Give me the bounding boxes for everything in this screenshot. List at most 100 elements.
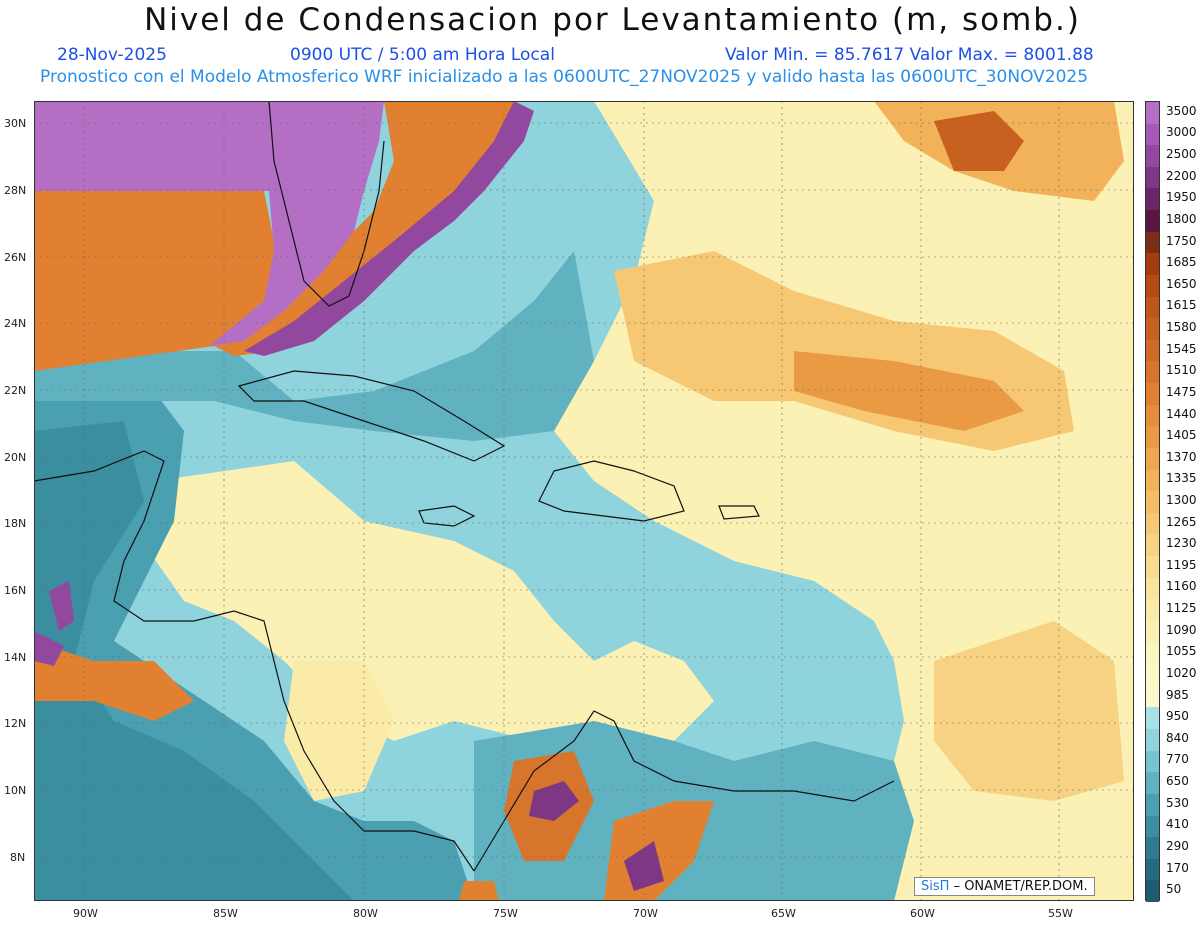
lat-label-30n: 30N [4, 117, 27, 130]
colorbar-swatch [1146, 642, 1159, 665]
colorbar-label: 1335 [1166, 471, 1197, 486]
colorbar-swatch [1146, 707, 1159, 730]
colorbar-swatch [1146, 210, 1159, 233]
lat-label-28n: 28N [4, 184, 27, 197]
colorbar-label: 1510 [1166, 363, 1197, 378]
colorbar-swatch [1146, 339, 1159, 362]
colorbar-swatch [1146, 253, 1159, 276]
colorbar-label: 410 [1166, 817, 1189, 832]
colorbar-label: 1440 [1166, 406, 1197, 421]
colorbar-label: 1475 [1166, 384, 1197, 399]
colorbar-label: 1370 [1166, 449, 1197, 464]
colorbar-label: 1195 [1166, 557, 1197, 572]
colorbar-swatch [1146, 599, 1159, 622]
colorbar-swatch [1146, 188, 1159, 211]
colorbar-swatch [1146, 837, 1159, 860]
lat-label-18n: 18N [4, 517, 27, 530]
colorbar-swatch [1146, 145, 1159, 168]
colorbar-swatch [1146, 577, 1159, 600]
colorbar-label: 985 [1166, 687, 1189, 702]
colorbar-swatch [1146, 880, 1159, 903]
colorbar-label: 530 [1166, 795, 1189, 810]
colorbar-swatch [1146, 102, 1159, 125]
colorbar-label: 170 [1166, 860, 1189, 875]
colorbar-label: 1545 [1166, 341, 1197, 356]
hispaniola-coast [538, 460, 685, 522]
lat-label-8n: 8N [10, 851, 26, 864]
lon-label-85w: 85W [213, 907, 238, 920]
colorbar-swatch [1146, 534, 1159, 557]
colorbar-swatch [1146, 664, 1159, 687]
colorbar-swatch [1146, 729, 1159, 752]
lon-label-90w: 90W [73, 907, 98, 920]
colorbar [1145, 101, 1160, 903]
colorbar-label: 1090 [1166, 622, 1197, 637]
colorbar-swatch [1146, 750, 1159, 773]
colorbar-swatch [1146, 404, 1159, 427]
lon-label-80w: 80W [353, 907, 378, 920]
colorbar-swatch [1146, 383, 1159, 406]
model-info: Pronostico con el Modelo Atmosferico WRF… [40, 67, 1089, 87]
colorbar-swatch [1146, 361, 1159, 384]
purple-spot-guatemala [49, 581, 74, 631]
lat-label-14n: 14N [4, 651, 27, 664]
colorbar-label: 50 [1166, 882, 1182, 897]
value-range: Valor Min. = 85.7617 Valor Max. = 8001.8… [725, 45, 1094, 65]
colorbar-swatch [1146, 447, 1159, 471]
colorbar-swatch [1146, 426, 1159, 449]
teal-region-west-dark [34, 421, 354, 901]
forecast-time: 0900 UTC / 5:00 am Hora Local [290, 45, 555, 65]
colorbar-swatch [1146, 231, 1159, 254]
colorbar-label: 2500 [1166, 147, 1197, 162]
colorbar-swatch [1146, 166, 1159, 189]
cuba-coast [237, 370, 506, 462]
colorbar-label: 1580 [1166, 320, 1197, 335]
colorbar-label: 1055 [1166, 644, 1197, 659]
map-title: Nivel de Condensacion por Levantamiento … [144, 2, 1081, 38]
florida-coast [268, 101, 385, 307]
colorbar-label: 650 [1166, 774, 1189, 789]
orange-band-gulf [34, 191, 279, 371]
colorbar-label: 770 [1166, 752, 1189, 767]
coastlines [34, 101, 895, 872]
colorbar-swatch [1146, 491, 1159, 514]
credit-text: – ONAMET/REP.DOM. [953, 879, 1088, 894]
orange-patch-pacific [34, 641, 194, 721]
weather-map [34, 101, 1134, 901]
colorbar-label: 1750 [1166, 233, 1197, 248]
lat-label-10n: 10N [4, 784, 27, 797]
orange-patch-se [934, 621, 1124, 801]
credit-brand: SisΠ [921, 879, 950, 894]
colorbar-label: 1020 [1166, 665, 1197, 680]
colorbar-swatch [1146, 815, 1159, 838]
lon-label-65w: 65W [771, 907, 796, 920]
lon-label-55w: 55W [1048, 907, 1073, 920]
colorbar-label: 1265 [1166, 514, 1197, 529]
jamaica-coast [418, 505, 476, 527]
lat-label-26n: 26N [4, 251, 27, 264]
colorbar-label: 1650 [1166, 276, 1197, 291]
lat-label-20n: 20N [4, 451, 27, 464]
colorbar-label: 1800 [1166, 211, 1197, 226]
lat-label-16n: 16N [4, 584, 27, 597]
colorbar-label: 840 [1166, 730, 1189, 745]
yellow-region-south [284, 661, 394, 801]
colorbar-label: 2200 [1166, 168, 1197, 183]
colorbar-label: 1230 [1166, 536, 1197, 551]
south-america-coast [473, 710, 895, 872]
colorbar-label: 1160 [1166, 579, 1197, 594]
graticule [34, 101, 1134, 901]
colorbar-swatch [1146, 858, 1159, 881]
colorbar-label: 1950 [1166, 190, 1197, 205]
colorbar-label: 1300 [1166, 493, 1197, 507]
colorbar-label: 1615 [1166, 298, 1197, 313]
colorbar-swatch [1146, 512, 1159, 535]
purple-spot-venezuela [624, 841, 664, 891]
colorbar-swatch [1146, 772, 1159, 795]
colorbar-label: 290 [1166, 838, 1189, 853]
colorbar-swatch [1146, 556, 1159, 579]
purple-region-usa [34, 101, 384, 346]
purple-band-atlantic [244, 101, 534, 356]
colorbar-swatch [1146, 685, 1159, 708]
colorbar-label: 3500 [1166, 103, 1197, 118]
